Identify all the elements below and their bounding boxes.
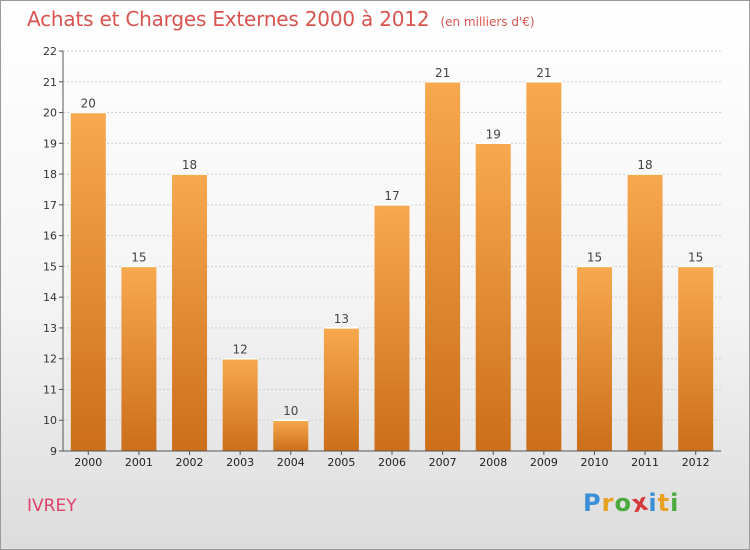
bar-value-label: 15 <box>688 250 703 264</box>
x-tick-label: 2009 <box>530 456 558 469</box>
bar-value-label: 15 <box>131 250 146 264</box>
title-row: Achats et Charges Externes 2000 à 2012 (… <box>27 7 535 31</box>
chart-subtitle: (en milliers d'€) <box>440 15 535 29</box>
x-tick-label: 2006 <box>378 456 406 469</box>
bar <box>273 420 309 451</box>
bar-value-label: 12 <box>233 343 248 357</box>
y-tick-label: 18 <box>43 168 57 181</box>
x-tick-label: 2003 <box>226 456 254 469</box>
axes: 9 10 11 12 13 14 15 16 17 18 19 20 21 22 2000 2001 2002 2… <box>43 45 721 469</box>
bar <box>121 266 157 451</box>
logo-letter: t <box>657 489 671 517</box>
y-tick-label: 17 <box>43 199 57 212</box>
logo-letter: o <box>614 489 632 517</box>
x-tick-label: 2005 <box>327 456 355 469</box>
y-tick-label: 15 <box>43 260 57 273</box>
bar-value-label: 15 <box>587 250 602 264</box>
x-tick-label: 2007 <box>429 456 457 469</box>
y-tick-label: 12 <box>43 353 57 366</box>
bar <box>323 327 359 451</box>
x-tick-label: 2008 <box>479 456 507 469</box>
bar-value-label: 18 <box>182 158 197 172</box>
bar <box>526 81 562 452</box>
x-tick-label: 2012 <box>682 456 710 469</box>
y-tick-label: 20 <box>43 107 57 120</box>
y-tick-label: 14 <box>43 291 57 304</box>
bar <box>70 112 106 452</box>
bar-value-label: 21 <box>536 66 551 80</box>
bar-value-label: 21 <box>435 66 450 80</box>
bar-value-label: 13 <box>334 312 349 326</box>
bar <box>374 204 410 451</box>
logo-letter: i <box>670 489 680 517</box>
logo-letter: r <box>601 489 615 517</box>
bar <box>425 81 461 452</box>
x-tick-label: 2011 <box>631 456 659 469</box>
proxiti-logo: Proxiti <box>583 488 680 519</box>
y-tick-label: 10 <box>43 414 57 427</box>
bar <box>475 143 511 452</box>
logo-letter: i <box>648 489 658 517</box>
bar <box>678 266 714 451</box>
y-tick-label: 11 <box>43 383 57 396</box>
y-tick-label: 19 <box>43 137 57 150</box>
bar-value-label: 19 <box>486 127 501 141</box>
y-tick-label: 9 <box>50 445 57 458</box>
bar-value-label: 10 <box>283 404 298 418</box>
bars: 20 15 18 12 10 13 17 21 19 21 15 18 15 <box>70 66 714 452</box>
bar <box>222 358 258 451</box>
chart-title: Achats et Charges Externes 2000 à 2012 <box>27 7 430 31</box>
bar-value-label: 18 <box>637 158 652 172</box>
commune-name: IVREY <box>27 496 77 516</box>
y-tick-label: 21 <box>43 76 57 89</box>
x-tick-label: 2000 <box>74 456 102 469</box>
bar-value-label: 20 <box>81 97 96 111</box>
y-tick-label: 22 <box>43 45 57 58</box>
y-tick-label: 13 <box>43 322 57 335</box>
bar <box>576 266 612 451</box>
x-tick-label: 2002 <box>176 456 204 469</box>
bar-value-label: 17 <box>384 189 399 203</box>
bar <box>627 174 663 452</box>
y-tick-label: 16 <box>43 230 57 243</box>
x-tick-label: 2010 <box>580 456 608 469</box>
x-tick-label: 2001 <box>125 456 153 469</box>
logo-letter: P <box>583 489 602 517</box>
bar <box>172 174 208 452</box>
x-tick-label: 2004 <box>277 456 305 469</box>
